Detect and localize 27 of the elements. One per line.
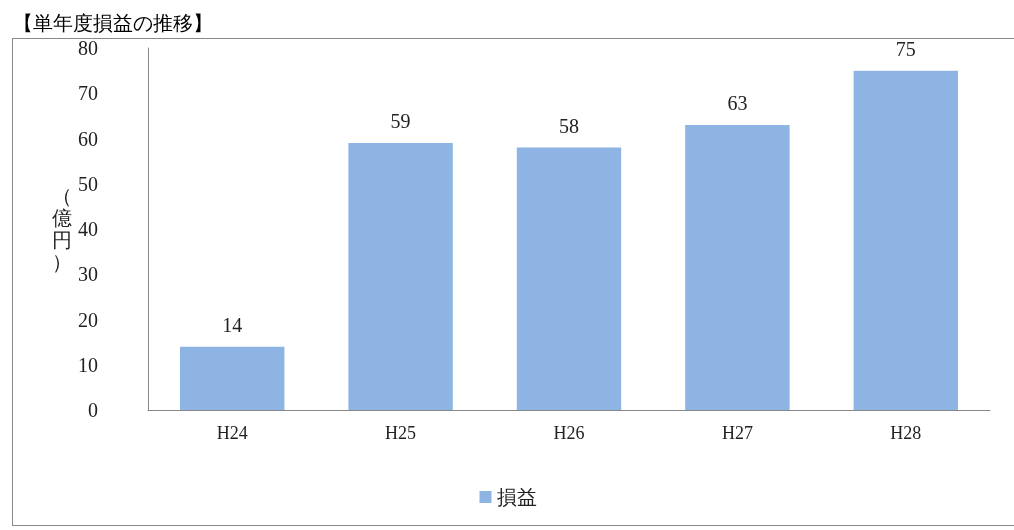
- bar: [853, 70, 958, 410]
- y-tick-label: 70: [78, 82, 98, 105]
- data-label: 59: [390, 110, 411, 133]
- legend-label: 損益: [496, 485, 537, 509]
- y-tick-label: 10: [78, 353, 98, 376]
- x-tick-label: H28: [890, 423, 922, 443]
- x-tick-label: H24: [216, 423, 248, 443]
- y-tick-label: 50: [78, 172, 98, 195]
- chart-title: 【単年度損益の推移】: [13, 11, 213, 35]
- y-tick-label: 20: [78, 308, 98, 331]
- x-tick-label: H27: [721, 423, 753, 443]
- data-label: 63: [727, 91, 748, 114]
- data-label: 58: [559, 114, 579, 137]
- y-tick-label: 30: [78, 263, 98, 286]
- y-tick-label: 80: [78, 37, 98, 59]
- y-axis-title: （億円）: [52, 184, 73, 274]
- bar: [685, 124, 790, 410]
- bar: [516, 147, 622, 410]
- data-label: 14: [222, 313, 243, 336]
- x-tick-label: H25: [385, 423, 417, 443]
- y-tick-label: 60: [78, 127, 98, 150]
- data-label: 75: [895, 37, 916, 60]
- y-tick-label: 40: [78, 218, 98, 240]
- y-tick-label: 0: [88, 399, 98, 421]
- x-tick-label: H26: [553, 423, 585, 443]
- bar: [180, 346, 285, 410]
- bar: [348, 143, 453, 410]
